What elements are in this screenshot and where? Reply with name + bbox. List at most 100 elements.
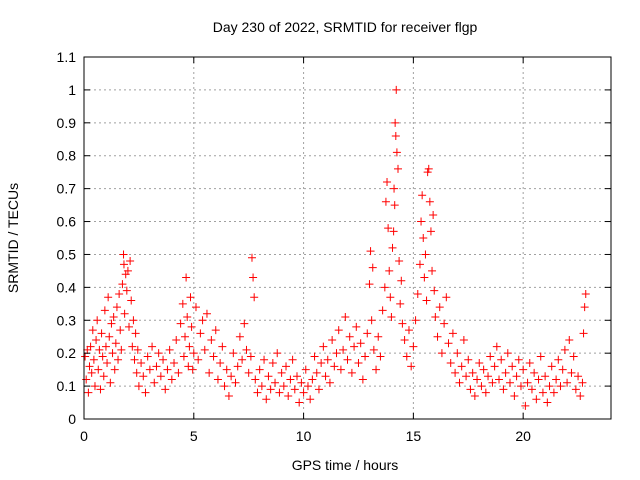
- data-point: [530, 368, 539, 377]
- y-tick-label: 0.6: [57, 214, 77, 230]
- data-point: [453, 349, 462, 358]
- data-point: [105, 332, 114, 341]
- data-point: [176, 319, 185, 328]
- data-point: [499, 385, 508, 394]
- data-point: [532, 395, 541, 404]
- y-tick-label: 0: [68, 411, 76, 427]
- data-point: [209, 352, 218, 361]
- data-point: [288, 355, 297, 364]
- data-point: [314, 385, 323, 394]
- data-point: [139, 372, 148, 381]
- data-point: [361, 352, 370, 361]
- data-point: [425, 197, 434, 206]
- data-point: [413, 289, 422, 298]
- data-point: [172, 336, 181, 345]
- grid-layer: [84, 57, 611, 419]
- data-point: [554, 355, 563, 364]
- data-point: [159, 355, 168, 364]
- data-point: [185, 342, 194, 351]
- data-point: [141, 388, 150, 397]
- data-point: [383, 178, 392, 187]
- data-point: [325, 378, 334, 387]
- y-tick-label: 1: [68, 82, 76, 98]
- data-point: [224, 391, 233, 400]
- data-point: [186, 293, 195, 302]
- data-point: [433, 332, 442, 341]
- data-point: [126, 257, 135, 266]
- y-tick-label: 1.1: [57, 49, 77, 65]
- data-point: [525, 359, 534, 368]
- data-point: [120, 309, 129, 318]
- data-point: [122, 286, 131, 295]
- data-point: [398, 319, 407, 328]
- data-point: [242, 345, 251, 354]
- data-point: [196, 329, 205, 338]
- data-point: [481, 388, 490, 397]
- data-point: [538, 388, 547, 397]
- data-point: [116, 326, 125, 335]
- data-point: [390, 201, 399, 210]
- y-tick-label: 0.5: [57, 246, 77, 262]
- data-point: [560, 345, 569, 354]
- data-point: [387, 312, 396, 321]
- data-point: [207, 336, 216, 345]
- data-point: [213, 375, 222, 384]
- data-point: [385, 266, 394, 275]
- data-point: [402, 352, 411, 361]
- data-point: [477, 382, 486, 391]
- data-point: [395, 257, 404, 266]
- data-point: [119, 260, 128, 269]
- data-point: [130, 355, 139, 364]
- data-point: [440, 319, 449, 328]
- data-point: [205, 368, 214, 377]
- data-point: [574, 372, 583, 381]
- data-point: [558, 365, 567, 374]
- data-point: [93, 316, 102, 325]
- data-point: [264, 372, 273, 381]
- data-point: [83, 345, 92, 354]
- x-tick-label: 15: [406, 428, 422, 444]
- data-point: [95, 345, 104, 354]
- data-point: [565, 336, 574, 345]
- data-point: [466, 385, 475, 394]
- data-point: [549, 388, 558, 397]
- data-point: [295, 398, 304, 407]
- data-point: [89, 355, 98, 364]
- data-point: [397, 276, 406, 285]
- data-point: [87, 368, 96, 377]
- data-point: [419, 234, 428, 242]
- data-point: [366, 247, 375, 256]
- data-point: [308, 375, 317, 384]
- data-point: [167, 375, 176, 384]
- data-point: [508, 362, 517, 371]
- data-point: [430, 286, 439, 295]
- data-point: [183, 312, 192, 321]
- data-point: [148, 342, 157, 351]
- data-point: [251, 375, 260, 384]
- data-point: [110, 365, 119, 374]
- data-point: [527, 385, 536, 394]
- data-point: [552, 375, 561, 384]
- data-point: [378, 306, 387, 315]
- data-point: [368, 263, 377, 272]
- data-point: [578, 378, 587, 387]
- data-point: [409, 342, 418, 351]
- data-point: [246, 352, 255, 361]
- data-point: [437, 349, 446, 358]
- data-point: [286, 375, 295, 384]
- data-point: [457, 362, 466, 371]
- data-point: [154, 349, 163, 358]
- data-point: [497, 355, 506, 364]
- data-point: [486, 352, 495, 361]
- plot-frame: [83, 56, 612, 420]
- data-point: [367, 316, 376, 325]
- data-point: [426, 227, 435, 236]
- data-point: [85, 362, 94, 371]
- data-point: [233, 362, 242, 371]
- data-point: [129, 316, 138, 325]
- data-point: [417, 217, 426, 226]
- data-point: [462, 372, 471, 381]
- data-point: [448, 329, 457, 338]
- data-point: [336, 365, 345, 374]
- data-point: [415, 260, 424, 269]
